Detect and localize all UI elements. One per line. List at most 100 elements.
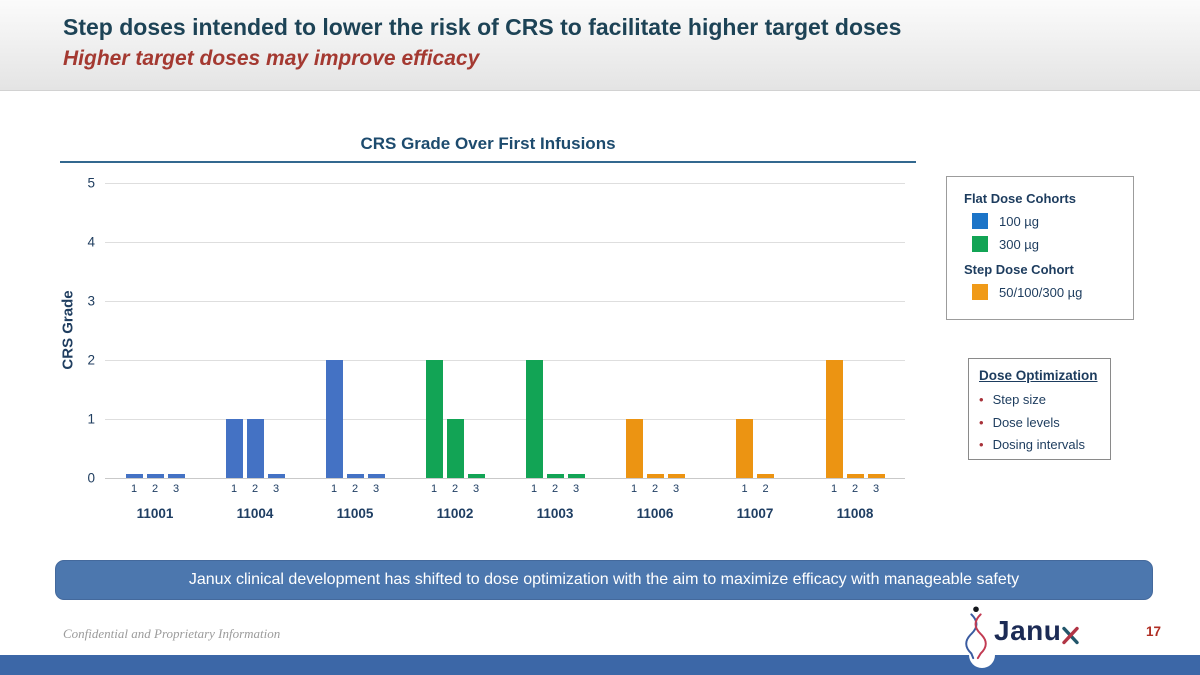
bars: [425, 183, 485, 478]
legend-item: 50/100/300 µg: [972, 284, 1125, 300]
page-title: Step doses intended to lower the risk of…: [63, 14, 902, 40]
infusion-label: 1: [230, 483, 238, 495]
bar: [846, 474, 864, 478]
infusion-label: 1: [830, 483, 838, 495]
y-tick-label: 2: [87, 352, 95, 368]
bar: [246, 419, 264, 478]
patient-label: 11008: [836, 506, 874, 521]
logo-x-icon: [1062, 626, 1080, 645]
bar: [567, 474, 585, 478]
bar: [446, 419, 464, 478]
bar-group: 1 2 3 11006: [605, 183, 705, 521]
infusion-labels: 1 2 3: [526, 483, 585, 495]
dna-helix-icon: [965, 606, 987, 660]
gridline: [105, 301, 905, 302]
infusion-label: 2: [551, 483, 559, 495]
bar-group: 1 2 3 11004: [205, 183, 305, 521]
y-tick-label: 4: [87, 234, 95, 250]
y-tick-label: 3: [87, 293, 95, 309]
dose-box-title: Dose Optimization: [979, 368, 1098, 383]
legend-label: 50/100/300 µg: [999, 284, 1083, 300]
bar-group: 1 2 3 11002: [405, 183, 505, 521]
bottom-bar-notch: [969, 642, 995, 668]
infusion-label: 3: [472, 483, 480, 495]
page-number: 17: [1146, 624, 1162, 639]
bar: [825, 360, 843, 478]
bar-group: 1 2 3 11005: [305, 183, 405, 521]
legend-item: 100 µg: [972, 213, 1125, 229]
gridline: [105, 419, 905, 420]
infusion-label: 3: [872, 483, 880, 495]
legend-box: Flat Dose Cohorts 100 µg 300 µg Step Dos…: [946, 176, 1134, 320]
infusion-label: 2: [651, 483, 659, 495]
page-subtitle: Higher target doses may improve efficacy: [63, 47, 480, 70]
infusion-label: 2: [851, 483, 859, 495]
bar: [646, 474, 664, 478]
infusion-labels: 1 2 3: [426, 483, 485, 495]
legend-swatch-100ug: [972, 213, 988, 229]
dose-box-item: • Dosing intervals: [979, 437, 1086, 452]
y-tick-label: 5: [87, 175, 95, 191]
bars: [736, 183, 774, 478]
bar: [125, 474, 143, 478]
bar: [167, 474, 185, 478]
infusion-label: 2: [451, 483, 459, 495]
gridline: [105, 242, 905, 243]
infusion-label: 1: [741, 483, 748, 495]
infusion-label: 1: [430, 483, 438, 495]
infusion-label: 3: [172, 483, 180, 495]
legend-swatch-step: [972, 284, 988, 300]
infusion-label: 2: [151, 483, 159, 495]
patient-label: 11002: [436, 506, 474, 521]
bar: [267, 474, 285, 478]
infusion-label: 2: [251, 483, 259, 495]
bar-group: 1 2 3 11001: [105, 183, 205, 521]
bar: [667, 474, 685, 478]
legend-swatch-300ug: [972, 236, 988, 252]
janux-logo: Janu: [962, 606, 1080, 660]
infusion-labels: 1 2 3: [126, 483, 185, 495]
patient-label: 11007: [736, 506, 774, 521]
bar: [346, 474, 364, 478]
bullet-icon: •: [979, 437, 984, 452]
summary-banner: Janux clinical development has shifted t…: [55, 560, 1153, 600]
y-tick-label: 1: [87, 411, 95, 427]
footer-confidential: Confidential and Proprietary Information: [63, 626, 281, 641]
bar: [757, 474, 774, 478]
infusion-label: 2: [351, 483, 359, 495]
bar-group: 1 2 3 11008: [805, 183, 905, 521]
bar: [867, 474, 885, 478]
banner-text: Janux clinical development has shifted t…: [188, 571, 1020, 588]
chart-title-rule: [60, 161, 916, 163]
infusion-label: 2: [762, 483, 769, 495]
bar-group: 1 2 3 11003: [505, 183, 605, 521]
bar: [425, 360, 443, 478]
bullet-icon: •: [979, 414, 984, 430]
gridline: [105, 478, 905, 479]
bars: [525, 183, 585, 478]
infusion-label: 3: [272, 483, 280, 495]
logo-text: Janu: [994, 615, 1062, 646]
bar: [525, 360, 543, 478]
legend-section-title: Flat Dose Cohorts: [964, 191, 1076, 206]
bar: [467, 474, 485, 478]
dose-optimization-box: Dose Optimization • Step size • Dose lev…: [968, 358, 1111, 460]
infusion-label: 1: [330, 483, 338, 495]
bar: [736, 419, 753, 478]
bars: [125, 183, 185, 478]
legend-section-title: Step Dose Cohort: [964, 262, 1074, 277]
infusion-label: 3: [372, 483, 380, 495]
patient-label: 11004: [236, 506, 274, 521]
legend-label: 300 µg: [999, 236, 1040, 252]
patient-label: 11005: [336, 506, 374, 521]
patient-label: 11006: [636, 506, 674, 521]
gridline: [105, 360, 905, 361]
patient-label: 11001: [136, 506, 174, 521]
infusion-label: 3: [572, 483, 580, 495]
bar-groups: 1 2 3 11001 1 2 3 11004 1 2 3 11005 1 2 3 11002 1 2 3 11003…: [105, 183, 905, 521]
bars: [225, 183, 285, 478]
patient-label: 11003: [536, 506, 574, 521]
bar: [225, 419, 243, 478]
